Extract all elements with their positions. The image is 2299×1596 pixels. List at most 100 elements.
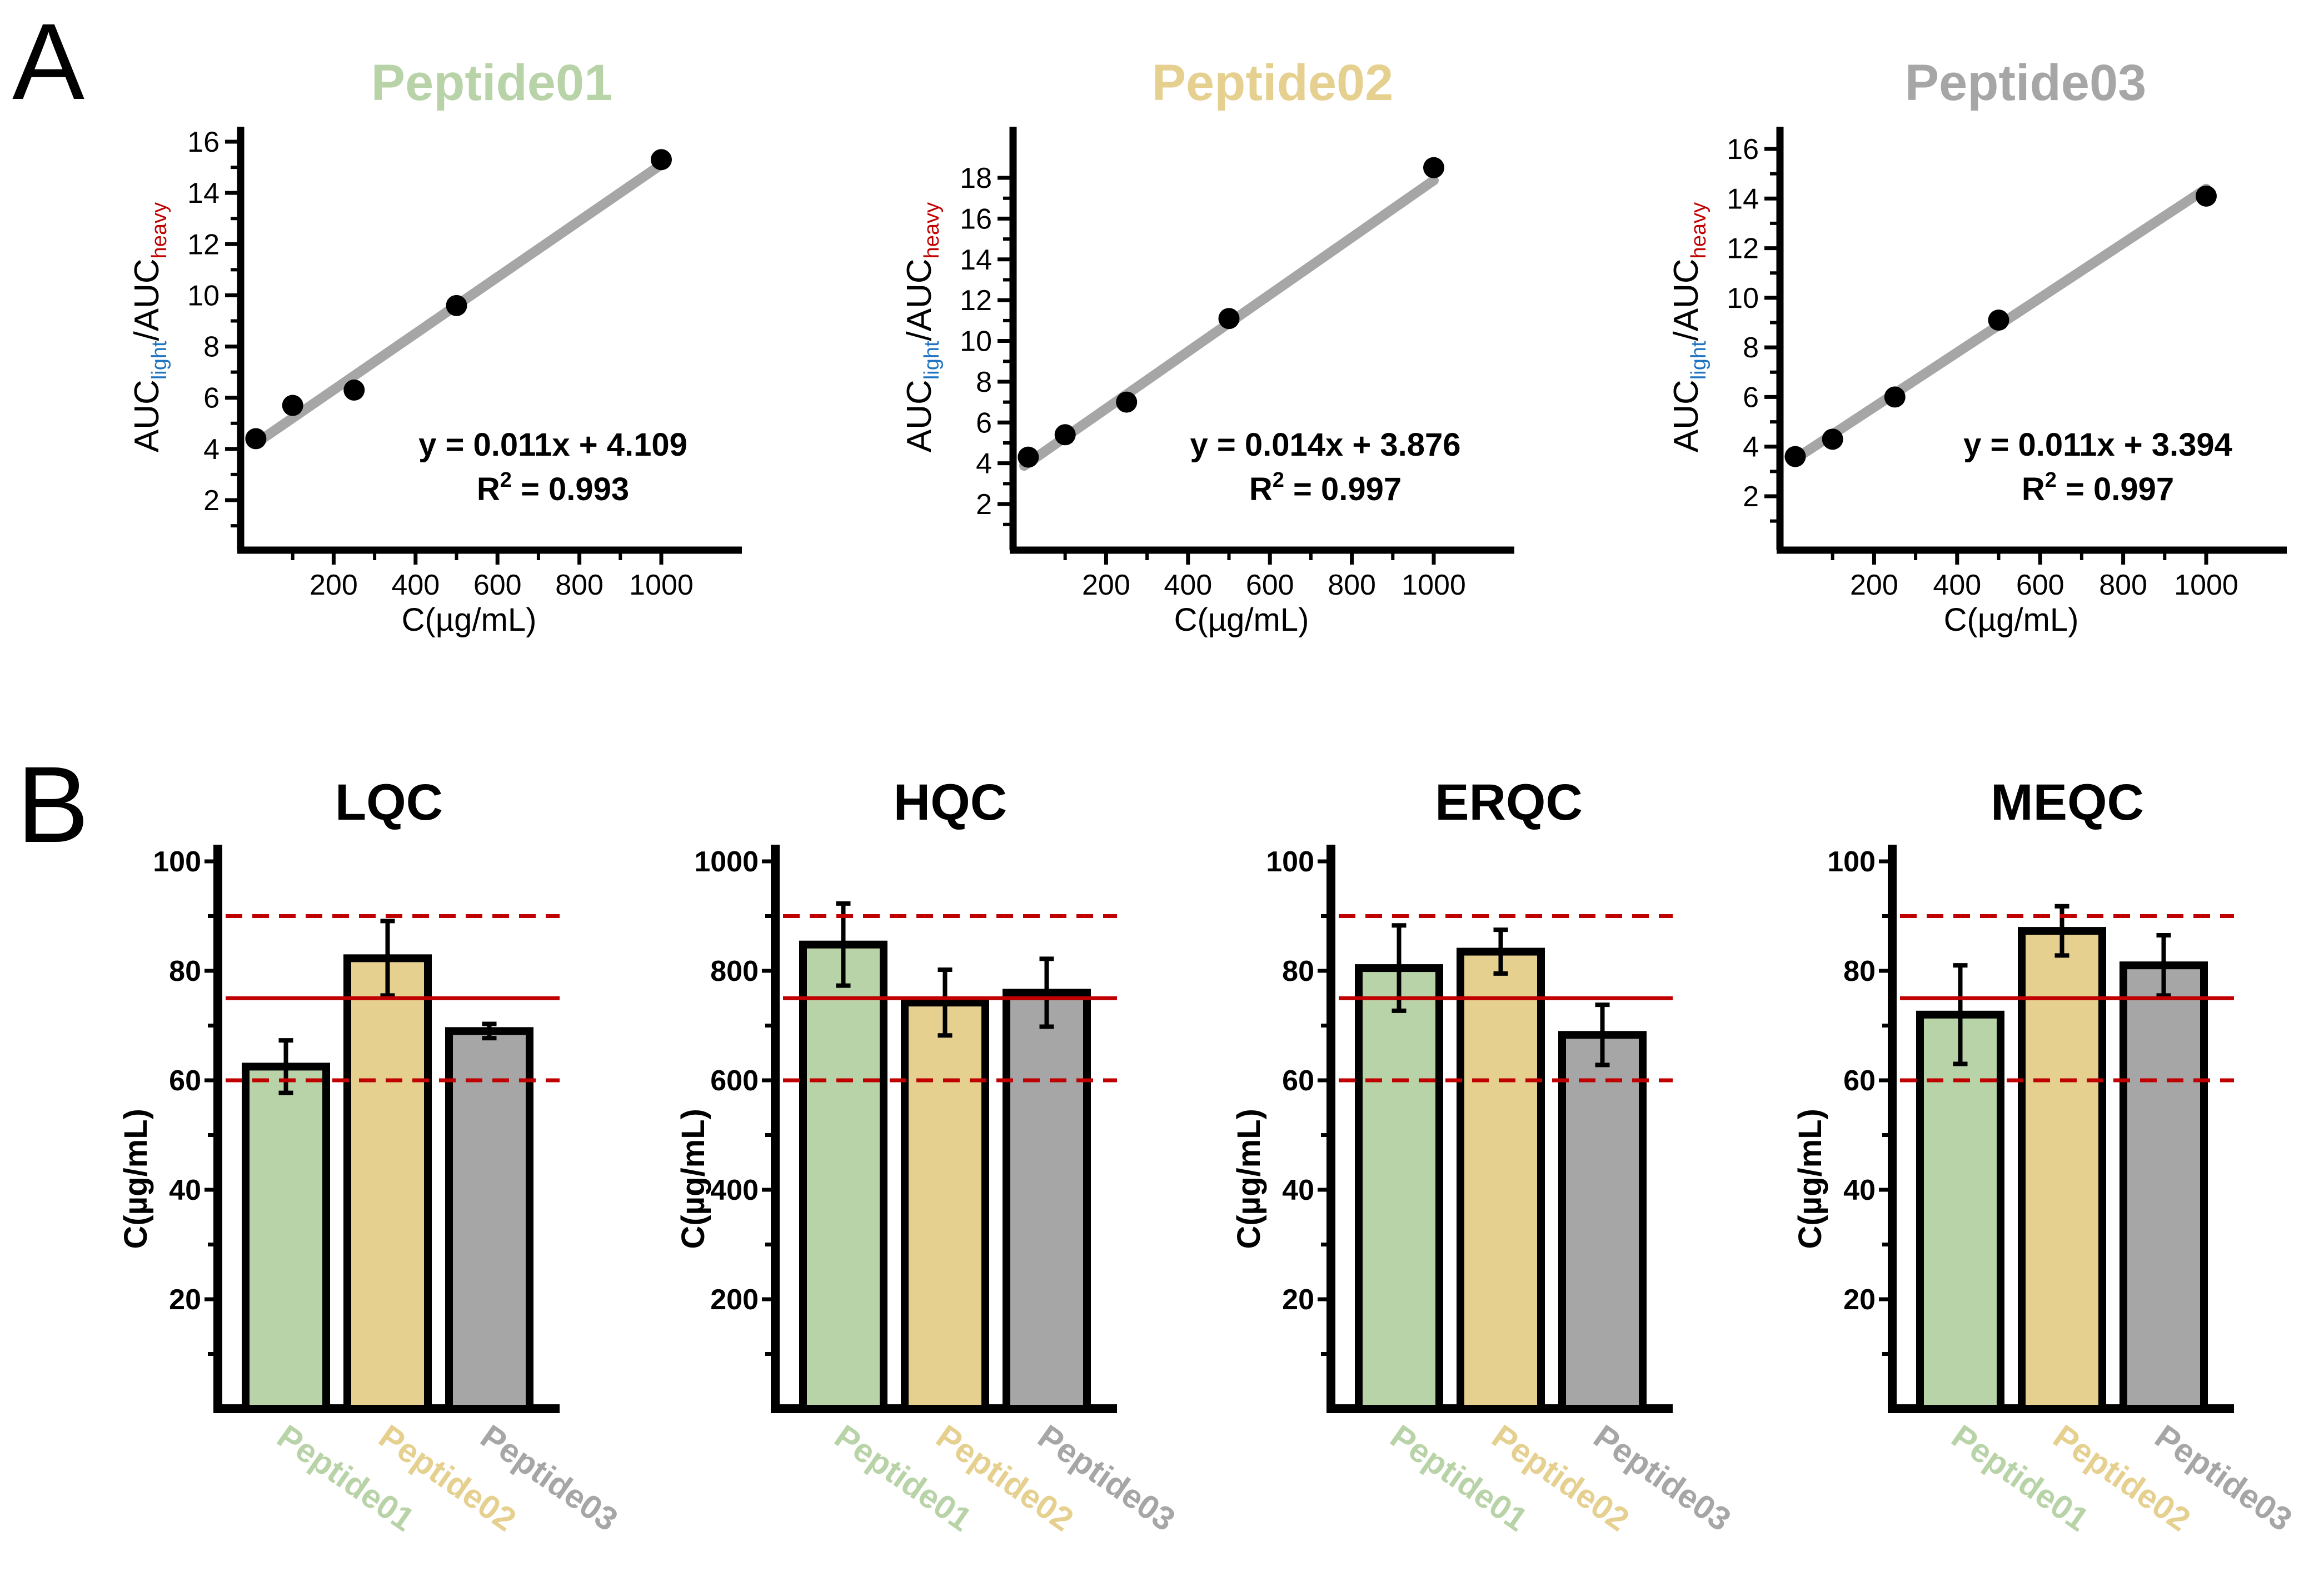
y-label-sub-heavy: heavy [920, 202, 944, 258]
r2-superscript: 2 [1273, 468, 1284, 492]
y-label-auc: AUC [1667, 380, 1705, 452]
r2-label: R [1249, 471, 1273, 507]
y-tick-label: 4 [976, 448, 992, 480]
y-tick-label: 14 [1727, 183, 1759, 215]
r2-label: R [2022, 471, 2045, 507]
data-point [1784, 446, 1806, 467]
scatter-plot-2: Peptide02 2 4 6 8 10 12 14 16 18 200 400 600 800 1000 C… [900, 54, 1514, 638]
y-tick-label: 8 [1743, 332, 1759, 364]
bar [1457, 947, 1545, 1413]
x-tick-label: 200 [1850, 569, 1898, 601]
y-axis-label: C(µg/mL) [675, 1109, 711, 1249]
data-point [2196, 185, 2217, 207]
data-point [343, 379, 365, 401]
scatter-title: Peptide01 [371, 54, 613, 111]
x-tick-label: 800 [2099, 569, 2147, 601]
y-tick-label: 14 [187, 177, 220, 210]
y-tick-label: 60 [169, 1065, 201, 1097]
x-tick-label: 400 [391, 569, 440, 601]
y-tick-label: 6 [976, 407, 992, 439]
data-point [651, 149, 672, 171]
y-tick-label: 16 [187, 126, 220, 158]
x-tick-label: 200 [310, 569, 358, 601]
plots-layer: Peptide01 2 4 6 8 10 12 14 16 200 400 600 800 1000 C(µ… [118, 54, 2299, 1538]
y-tick-label: 60 [1843, 1065, 1876, 1097]
y-tick-label: 16 [1727, 133, 1759, 166]
fit-equation: y = 0.011x + 3.394 [1963, 427, 2232, 463]
r2-value: = 0.997 [2057, 471, 2174, 507]
scatter-title: Peptide02 [1152, 54, 1394, 111]
y-tick-label: 400 [710, 1174, 759, 1206]
data-point [446, 295, 467, 316]
y-tick-label: 100 [153, 846, 201, 878]
y-label-sub-heavy: heavy [148, 202, 171, 258]
x-tick-label: 400 [1164, 569, 1212, 601]
r-squared: R2 = 0.993 [477, 468, 629, 507]
y-tick-label: 40 [1843, 1174, 1876, 1206]
data-point [1884, 386, 1906, 408]
y-label-sub-heavy: heavy [1687, 202, 1710, 258]
bar [1003, 989, 1091, 1413]
bar [2120, 961, 2208, 1413]
r-squared: R2 = 0.997 [1249, 468, 1402, 507]
y-label-auc: AUC [128, 380, 166, 452]
bar-chart-title: MEQC [1991, 774, 2144, 831]
x-axis-label: C(µg/mL) [1174, 602, 1309, 638]
y-tick-label: 20 [1843, 1284, 1876, 1316]
scatter-plot-3: Peptide03 2 4 6 8 10 12 14 16 200 400 600 800 1000 C(µ… [1667, 54, 2287, 638]
y-tick-label: 600 [710, 1065, 759, 1097]
y-axis-label: C(µg/mL) [118, 1109, 154, 1249]
y-label-sep: /AUC [128, 258, 166, 341]
bar [2018, 927, 2106, 1413]
y-tick-label: 6 [203, 382, 220, 415]
y-label-sub-light: light [920, 341, 944, 380]
y-tick-label: 10 [960, 326, 992, 358]
y-tick-label: 8 [976, 366, 992, 398]
y-tick-label: 12 [187, 228, 220, 261]
r2-superscript: 2 [500, 468, 512, 492]
y-label-sub-light: light [148, 341, 171, 380]
y-tick-label: 40 [1282, 1174, 1314, 1206]
x-axis-label: C(µg/mL) [1944, 602, 2079, 638]
x-tick-label: 800 [555, 569, 604, 601]
y-axis-label: C(µg/mL) [1792, 1109, 1828, 1249]
y-tick-label: 800 [710, 955, 759, 987]
bar [1916, 1010, 2004, 1413]
bar [799, 940, 887, 1413]
data-point [1054, 424, 1076, 446]
y-tick-label: 200 [710, 1284, 759, 1316]
x-tick-label: 1000 [629, 569, 694, 601]
bar [445, 1027, 533, 1413]
bar-chart-3: ERQC20406080100C(µg/mL)Peptide01Peptide0… [1231, 774, 1738, 1538]
r2-value: = 0.993 [512, 471, 629, 507]
y-label-sub-light: light [1687, 341, 1710, 380]
bar [1355, 964, 1443, 1413]
bar [1558, 1031, 1647, 1413]
bar [242, 1063, 330, 1413]
x-tick-label: 600 [473, 569, 522, 601]
x-tick-label: 800 [1328, 569, 1376, 601]
bar [901, 999, 989, 1413]
y-tick-label: 80 [169, 955, 201, 987]
y-tick-label: 20 [1282, 1284, 1314, 1316]
panel-label-b: B [17, 744, 89, 865]
y-tick-label: 100 [1827, 846, 1876, 878]
data-point [1116, 391, 1138, 413]
y-tick-label: 12 [1727, 233, 1759, 265]
x-axis-label: C(µg/mL) [402, 602, 537, 638]
data-point [1018, 446, 1039, 468]
y-tick-label: 18 [960, 162, 992, 194]
y-tick-label: 8 [203, 331, 220, 363]
y-tick-label: 60 [1282, 1065, 1314, 1097]
bar-chart-2: HQC2004006008001000C(µg/mL)Peptide01Pept… [675, 774, 1182, 1538]
y-axis-label: AUClight/AUCheavy [1667, 202, 1710, 452]
fit-equation: y = 0.014x + 3.876 [1190, 427, 1461, 463]
r2-label: R [477, 471, 500, 507]
y-tick-label: 1000 [694, 846, 759, 878]
fit-equation: y = 0.011x + 4.109 [418, 427, 687, 463]
scatter-title: Peptide03 [1905, 54, 2147, 111]
y-tick-label: 4 [203, 433, 220, 466]
y-tick-label: 80 [1282, 955, 1314, 987]
y-tick-label: 20 [169, 1284, 201, 1316]
